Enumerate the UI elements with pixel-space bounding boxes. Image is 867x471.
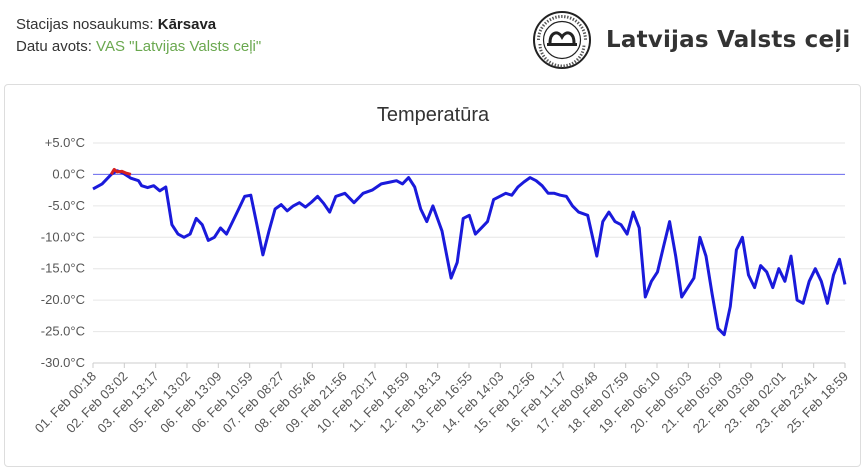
y-tick-label: -25.0°C: [41, 324, 85, 339]
y-tick-label: 0.0°C: [52, 166, 85, 181]
lvc-seal-icon: [533, 11, 591, 69]
temperature-series-line: [92, 169, 847, 337]
grid-lines: [93, 142, 845, 364]
above-zero-series-line: [109, 167, 132, 176]
temperature-chart: Temperatūra +5.0°C 0.0°C -5.0°C -10.0°C -15.…: [32, 104, 851, 436]
y-axis-ticks: +5.0°C 0.0°C -5.0°C -10.0°C -15.0°C -20.0°C -2…: [41, 135, 85, 370]
station-name-value: Kārsava: [157, 16, 217, 33]
temperature-chart-card: Temperatūra +5.0°C 0.0°C -5.0°C -10.0°C -15.…: [4, 84, 861, 467]
y-tick-label: -10.0°C: [41, 229, 85, 244]
y-tick-label: -30.0°C: [41, 355, 85, 370]
data-source-row: Datu avots: VAS "Latvijas Valsts ceļi": [16, 36, 261, 58]
station-name-label: Stacijas nosaukums:: [16, 16, 154, 33]
station-name-row: Stacijas nosaukums: Kārsava: [16, 14, 261, 36]
data-source-label: Datu avots:: [16, 38, 92, 55]
y-tick-label: -15.0°C: [41, 261, 85, 276]
station-info: Stacijas nosaukums: Kārsava Datu avots: …: [16, 14, 261, 58]
logo-text: Latvijas Valsts ceļi: [606, 27, 851, 53]
y-tick-label: +5.0°C: [45, 135, 85, 150]
y-tick-label: -5.0°C: [48, 198, 85, 213]
y-tick-label: -20.0°C: [41, 292, 85, 307]
data-source-link[interactable]: VAS "Latvijas Valsts ceļi": [96, 38, 262, 55]
chart-title: Temperatūra: [377, 104, 490, 126]
lvc-logo[interactable]: Latvijas Valsts ceļi: [532, 10, 850, 70]
